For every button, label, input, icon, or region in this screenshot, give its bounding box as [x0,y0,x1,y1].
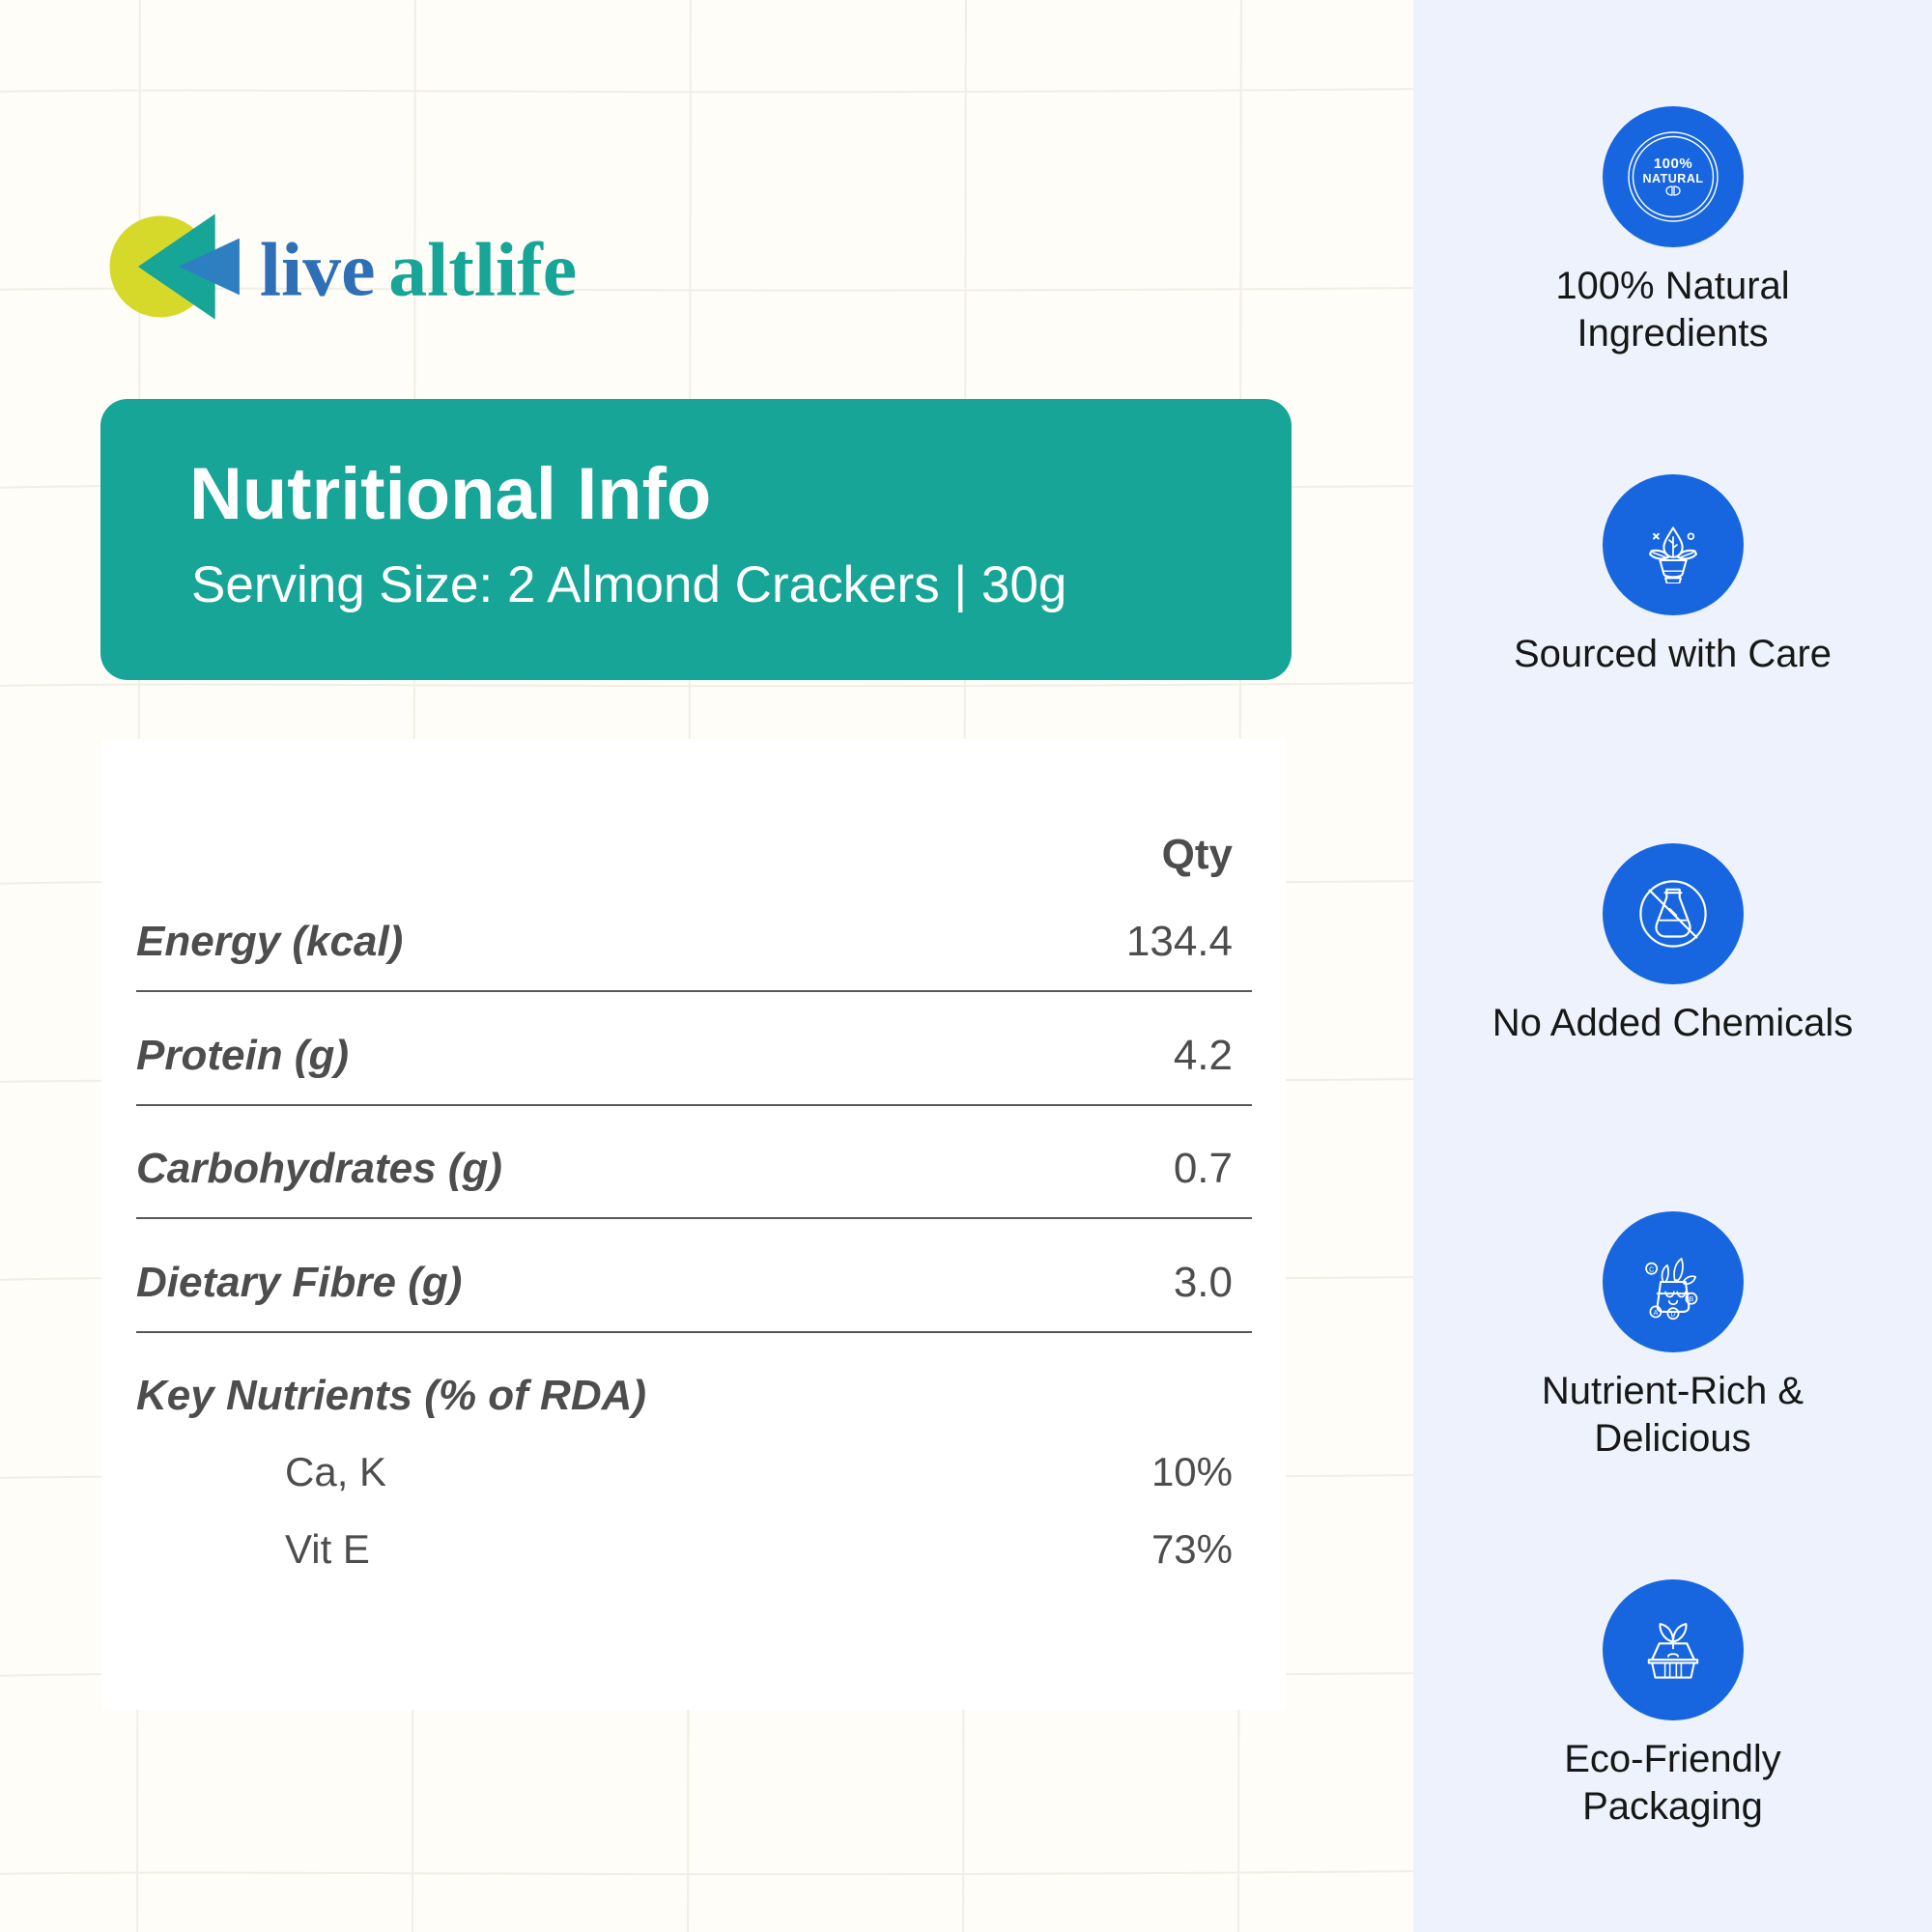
svg-text:NATURAL: NATURAL [1642,172,1703,185]
svg-text:live: live [260,227,376,312]
svg-text:100%: 100% [1653,156,1691,172]
svg-text:D: D [1670,1312,1675,1319]
svg-text:B: B [1689,1296,1693,1303]
svg-text:altlife: altlife [388,227,577,312]
svg-text:A: A [1653,1310,1658,1317]
svg-text:C: C [1649,1266,1654,1273]
